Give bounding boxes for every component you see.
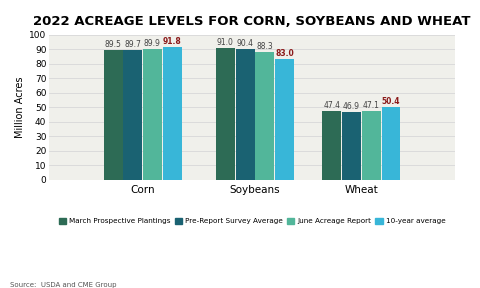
Text: 50.4: 50.4 [382, 97, 400, 106]
Bar [362, 111, 381, 179]
Text: 88.3: 88.3 [256, 42, 273, 51]
Text: 89.5: 89.5 [105, 40, 121, 49]
Text: 90.4: 90.4 [237, 39, 253, 48]
Text: 83.0: 83.0 [275, 50, 294, 58]
Text: 47.1: 47.1 [363, 101, 380, 111]
Text: 89.7: 89.7 [124, 40, 141, 49]
Text: 91.8: 91.8 [163, 37, 181, 46]
Text: 89.9: 89.9 [144, 39, 161, 48]
Text: 47.4: 47.4 [324, 101, 340, 110]
Legend: March Prospective Plantings, Pre-Report Survey Average, June Acreage Report, 10-: March Prospective Plantings, Pre-Report … [56, 215, 448, 227]
Bar [236, 49, 254, 179]
Bar [255, 52, 274, 179]
Y-axis label: Million Acres: Million Acres [15, 76, 25, 138]
Text: Source:  USDA and CME Group: Source: USDA and CME Group [10, 282, 116, 288]
Bar [216, 48, 235, 179]
Title: 2022 ACREAGE LEVELS FOR CORN, SOYBEANS AND WHEAT: 2022 ACREAGE LEVELS FOR CORN, SOYBEANS A… [33, 15, 471, 28]
Bar [143, 49, 162, 179]
Bar [275, 59, 294, 179]
Bar [123, 50, 142, 179]
Bar [163, 47, 181, 179]
Bar [382, 107, 400, 179]
Bar [323, 111, 341, 179]
Text: 46.9: 46.9 [343, 102, 360, 111]
Bar [342, 112, 361, 179]
Bar [104, 50, 122, 179]
Text: 91.0: 91.0 [217, 38, 234, 47]
